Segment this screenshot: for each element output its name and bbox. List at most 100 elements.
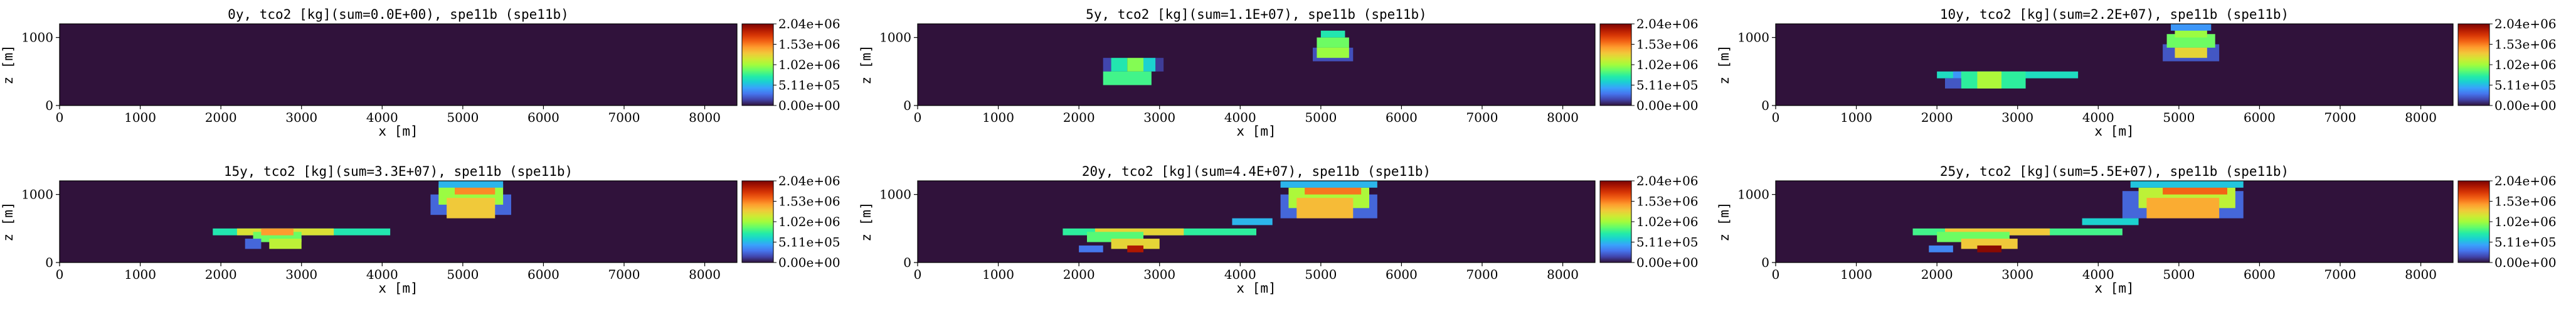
- colorbar-tick-label: 2.04e+06: [1636, 16, 1699, 31]
- x-tick-label: 5000: [1305, 110, 1337, 125]
- x-tick-label: 0: [914, 110, 922, 125]
- y-tick-label: 0: [45, 98, 53, 113]
- x-tick-label: 7000: [1466, 267, 1498, 282]
- colorbar-tick-label: 1.53e+06: [2494, 194, 2557, 209]
- x-tick-label: 4000: [366, 110, 398, 125]
- colorbar-tick-label: 1.53e+06: [1636, 194, 1699, 209]
- x-tick-label: 0: [914, 267, 922, 282]
- x-tick-label: 1000: [982, 110, 1014, 125]
- x-tick-label: 3000: [2001, 110, 2033, 125]
- panel-title: 20y, tco2 [kg](sum=4.4E+07), spe11b (spe…: [1082, 164, 1431, 179]
- colorbar-tick-label: 0.00e+00: [2494, 255, 2557, 270]
- x-tick-label: 3000: [285, 267, 317, 282]
- x-tick-label: 8000: [2405, 110, 2437, 125]
- x-tick-label: 1000: [1840, 267, 1872, 282]
- x-axis-label: x [m]: [378, 281, 418, 296]
- x-tick-label: 8000: [689, 110, 721, 125]
- plot-frame: [917, 180, 1596, 263]
- x-tick-label: 7000: [2324, 110, 2356, 125]
- x-axis-label: x [m]: [2094, 124, 2134, 139]
- colorbar-tick-label: 5.11e+05: [1636, 78, 1699, 93]
- colorbar-tick-label: 5.11e+05: [778, 78, 840, 93]
- colorbar-tick-label: 1.53e+06: [778, 37, 840, 52]
- heat-cell: [1103, 71, 1152, 85]
- colorbar: [741, 180, 774, 263]
- x-tick-label: 4000: [1224, 267, 1256, 282]
- heat-cell: [1961, 239, 2018, 249]
- x-tick-label: 7000: [2324, 267, 2356, 282]
- x-tick-label: 7000: [608, 267, 640, 282]
- x-tick-label: 6000: [1386, 267, 1418, 282]
- colorbar-tick-label: 2.04e+06: [2494, 173, 2557, 188]
- x-tick-label: 3000: [1143, 110, 1175, 125]
- y-tick-label: 1000: [879, 187, 911, 202]
- colorbar-tick-label: 5.11e+05: [1636, 235, 1699, 250]
- plot-frame: [1775, 180, 2454, 263]
- y-axis-label: z [m]: [1717, 202, 1732, 241]
- plot-background: [60, 181, 737, 263]
- heat-cell: [245, 239, 262, 249]
- x-tick-label: 8000: [1547, 110, 1579, 125]
- x-tick-label: 0: [56, 110, 64, 125]
- plot-background: [60, 24, 737, 106]
- colorbar-tick-label: 1.02e+06: [1636, 214, 1699, 229]
- x-tick-label: 0: [1772, 267, 1780, 282]
- panel-5: 25y, tco2 [kg](sum=5.5E+07), spe11b (spe…: [1717, 164, 2557, 296]
- x-tick-label: 4000: [1224, 110, 1256, 125]
- heat-cell: [1143, 58, 1156, 72]
- colorbar-tick-label: 5.11e+05: [2494, 78, 2557, 93]
- heat-cell: [261, 228, 294, 236]
- x-tick-label: 5000: [447, 110, 479, 125]
- y-tick-label: 0: [1761, 255, 1769, 270]
- x-tick-label: 6000: [1386, 110, 1418, 125]
- colorbar: [2457, 23, 2490, 106]
- y-tick-label: 1000: [21, 187, 53, 202]
- x-tick-label: 5000: [1305, 267, 1337, 282]
- x-axis-label: x [m]: [2094, 281, 2134, 296]
- heat-cell: [1280, 181, 1377, 188]
- x-tick-label: 0: [56, 267, 64, 282]
- plot-background: [918, 24, 1595, 106]
- heat-cell: [1977, 71, 2001, 89]
- colorbar-tick-label: 0.00e+00: [2494, 98, 2557, 113]
- x-tick-label: 8000: [689, 267, 721, 282]
- colorbar-tick-label: 0.00e+00: [778, 98, 840, 113]
- x-tick-label: 2000: [205, 110, 237, 125]
- x-tick-label: 4000: [2082, 267, 2114, 282]
- panel-title: 25y, tco2 [kg](sum=5.5E+07), spe11b (spe…: [1940, 164, 2289, 179]
- x-tick-label: 1000: [982, 267, 1014, 282]
- colorbar: [1599, 180, 1632, 263]
- y-axis-label: z [m]: [1, 202, 16, 241]
- y-axis-label: z [m]: [1717, 45, 1732, 84]
- colorbar-tick-label: 2.04e+06: [778, 173, 840, 188]
- x-tick-label: 5000: [2163, 110, 2195, 125]
- colorbar-tick-label: 2.04e+06: [778, 16, 840, 31]
- heat-cell: [1945, 78, 1961, 89]
- x-tick-label: 5000: [2163, 267, 2195, 282]
- panel-0: 0y, tco2 [kg](sum=0.0E+00), spe11b (spe1…: [1, 7, 840, 139]
- heat-cell: [1317, 47, 1349, 58]
- y-tick-label: 1000: [1737, 187, 1769, 202]
- panel-title: 15y, tco2 [kg](sum=3.3E+07), spe11b (spe…: [224, 164, 573, 179]
- plot-frame: [59, 180, 738, 263]
- x-tick-label: 3000: [1143, 267, 1175, 282]
- colorbar-tick-label: 0.00e+00: [1636, 255, 1699, 270]
- colorbar-tick-label: 5.11e+05: [778, 235, 840, 250]
- y-tick-label: 0: [1761, 98, 1769, 113]
- x-tick-label: 4000: [2082, 110, 2114, 125]
- heat-cell: [1929, 245, 1953, 252]
- colorbar: [741, 23, 774, 106]
- colorbar: [2457, 180, 2490, 263]
- colorbar-tick-label: 0.00e+00: [778, 255, 840, 270]
- panel-1: 5y, tco2 [kg](sum=1.1E+07), spe11b (spe1…: [859, 7, 1699, 139]
- plot-frame: [917, 23, 1596, 106]
- x-tick-label: 2000: [1921, 110, 1953, 125]
- heat-cell: [2175, 47, 2207, 58]
- plot-background: [1776, 24, 2453, 106]
- colorbar-tick-label: 1.02e+06: [778, 57, 840, 72]
- x-tick-label: 0: [1772, 110, 1780, 125]
- heat-cell: [1317, 37, 1349, 48]
- x-tick-label: 6000: [527, 267, 559, 282]
- colorbar-tick-label: 0.00e+00: [1636, 98, 1699, 113]
- heat-cell: [2082, 218, 2139, 225]
